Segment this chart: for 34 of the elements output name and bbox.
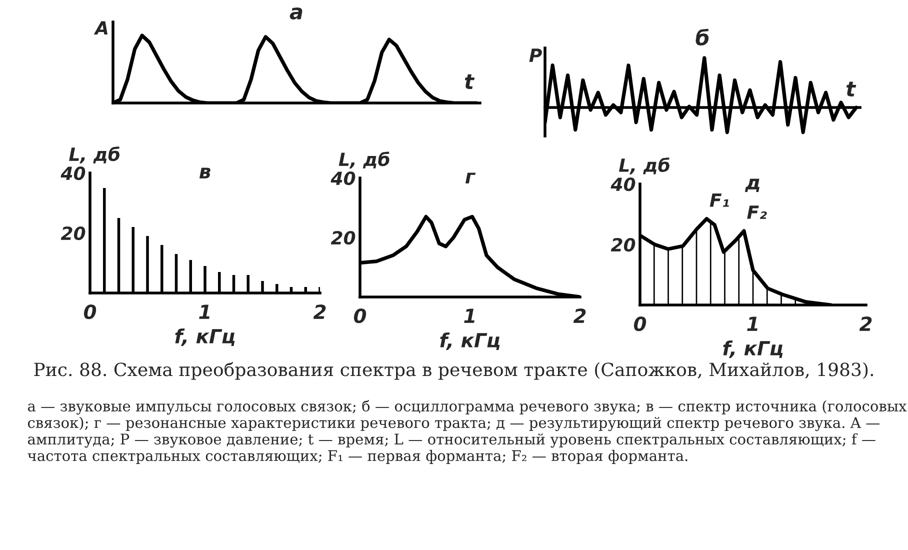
chart-title: б	[696, 28, 709, 46]
y-axis-title: L, дб	[618, 157, 670, 174]
x-axis-title: f, кГц	[175, 328, 235, 346]
x-axis-title: t	[846, 82, 856, 96]
x-tick-label: 1	[464, 308, 474, 323]
y-tick-label: 20	[60, 226, 86, 240]
text: а — звуковые импульсы голосовых связок; б — осциллограмма речевого звука; в — спектр источника (голосовых связок); г — резонансные характеристики речевого тракта; д — результирующий спектр речевого звука. A — амплитуда; P — звуковое давление; t — время; L — относительный уровень спектральных составляющих; f — частота спектральных составляющих; F₁ — первая форманта; F₂ — вторая форманта.	[28, 400, 907, 464]
y-tick-label: 40	[610, 177, 636, 192]
y-tick-label: 40	[60, 166, 86, 180]
x-tick-label: 0	[634, 316, 646, 332]
chart-title: д	[744, 178, 760, 192]
y-tick-label: 20	[610, 238, 636, 252]
y-tick-label: 40	[330, 171, 356, 186]
y-tick-label: 20	[330, 230, 356, 245]
y-axis-title: L, дб	[338, 152, 390, 168]
x-axis-title: t	[464, 74, 475, 89]
text: Рис. 88. Схема преобразования спектра в речевом тракте (Сапожков, Михайлов, 1983).	[34, 362, 874, 380]
chart-title: в	[199, 168, 210, 178]
x-tick-label: 0	[354, 308, 366, 324]
x-tick-label: 2	[859, 316, 872, 331]
x-tick-label: 1	[747, 316, 758, 331]
annotation: F₁	[710, 194, 729, 207]
x-tick-label: 2	[313, 304, 326, 319]
y-axis-title: L, дб	[69, 146, 120, 164]
x-tick-label: 0	[84, 304, 96, 320]
x-axis-title: f, кГц	[723, 340, 783, 358]
y-axis-title: P	[529, 48, 542, 62]
x-tick-label: 2	[573, 308, 586, 323]
x-axis-title: f, кГц	[440, 332, 500, 350]
chart-title: г	[465, 172, 476, 184]
y-axis-title: A	[94, 21, 108, 34]
annotation: F₂	[747, 206, 767, 219]
chart-title: а	[290, 8, 302, 20]
x-tick-label: 1	[199, 304, 210, 319]
